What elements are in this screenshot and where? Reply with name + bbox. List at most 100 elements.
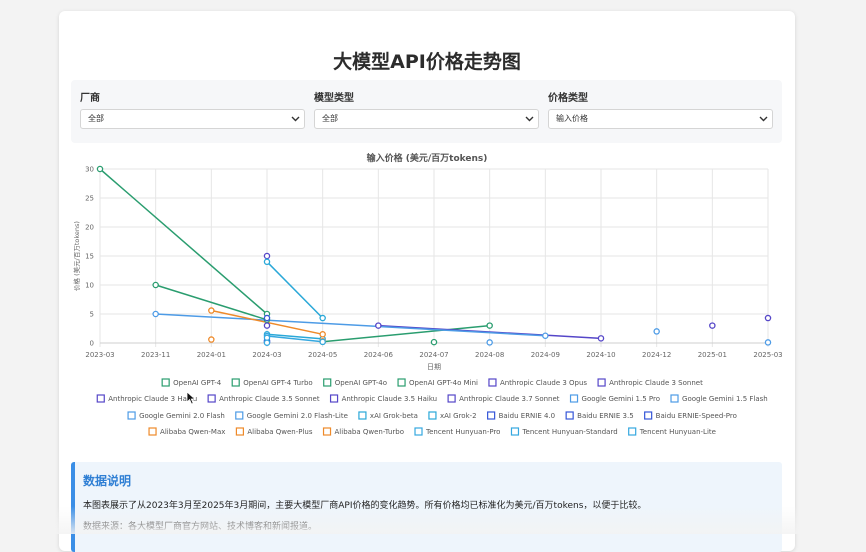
data-point[interactable] [263,314,271,322]
x-tick-label: 2025-03 [753,351,782,359]
data-point[interactable] [319,314,326,322]
legend-label[interactable]: Google Gemini 2.0 Flash [139,412,225,420]
legend-label[interactable]: Google Gemini 1.5 Pro [582,395,660,403]
legend-swatch[interactable] [148,427,157,436]
legend-label[interactable]: xAI Grok-2 [440,412,477,420]
legend-label[interactable]: OpenAI GPT-4o [335,379,387,387]
data-point[interactable] [764,314,772,322]
price-type-filter-label: 价格类型 [548,93,588,104]
data-point[interactable] [486,322,493,329]
y-axis-label: 价格 (美元/百万tokens) [72,221,81,291]
legend-label[interactable]: Baidu ERNIE 3.5 [577,412,634,420]
data-point[interactable] [653,328,660,335]
legend-label[interactable]: Anthropic Claude 3 Opus [500,379,587,387]
data-point[interactable] [263,322,271,329]
legend-swatch[interactable] [597,378,606,387]
legend-label[interactable]: Baidu ERNIE-Speed-Pro [656,412,737,420]
legend-label[interactable]: Anthropic Claude 3.5 Sonnet [219,395,320,403]
legend-swatch[interactable] [207,394,216,403]
legend-swatch[interactable] [96,394,105,403]
series-line [155,313,546,337]
x-tick-label: 2024-06 [364,351,394,359]
y-tick-label: 15 [85,253,94,261]
data-point[interactable] [319,338,326,346]
mouse-cursor-icon [186,391,196,405]
data-point[interactable] [430,338,438,346]
legend-swatch[interactable] [235,411,244,420]
data-point[interactable] [319,331,326,338]
y-tick-label: 20 [85,224,94,232]
filter-panel: 厂商 全部 模型类型 全部 价格类型 输入价格 [71,80,782,143]
legend-label[interactable]: Google Gemini 2.0 Flash-Lite [247,412,348,420]
legend-label[interactable]: Anthropic Claude 3.5 Haiku [342,395,438,403]
legend-label[interactable]: Baidu ERNIE 4.0 [499,412,556,420]
legend-swatch[interactable] [414,427,423,436]
legend-swatch[interactable] [447,394,456,403]
price-type-filter: 价格类型 输入价格 [548,89,773,129]
data-point[interactable] [152,281,159,289]
data-point[interactable] [542,332,549,339]
legend-swatch[interactable] [628,427,637,436]
legend-swatch[interactable] [161,378,170,387]
data-point[interactable] [764,339,772,346]
data-point[interactable] [709,322,716,329]
chevron-down-icon [759,116,768,122]
x-tick-label: 2024-09 [531,351,560,359]
legend-swatch[interactable] [569,394,579,403]
legend-label[interactable]: Anthropic Claude 3.7 Sonnet [459,395,560,403]
legend-label[interactable]: Tencent Hunyuan-Lite [639,428,716,436]
legend-swatch[interactable] [397,378,406,387]
series-line [99,168,268,315]
legend-swatch[interactable] [329,394,339,403]
data-point[interactable] [208,336,215,343]
info-paragraph-description: 本图表展示了从2023年3月至2025年3月期间，主要大模型厂商API价格的变化… [83,501,647,511]
legend-swatch[interactable] [235,427,244,436]
series-points [96,165,772,346]
legend-label[interactable]: OpenAI GPT-4 Turbo [243,379,313,387]
model-type-select[interactable]: 全部 [314,109,539,129]
data-point[interactable] [486,339,493,346]
x-tick-label: 2024-01 [197,351,226,359]
data-point[interactable] [208,307,215,314]
legend-label[interactable]: OpenAI GPT-4o Mini [409,379,478,387]
data-point[interactable] [96,165,104,173]
legend-swatch[interactable] [510,427,520,436]
legend-label[interactable]: OpenAI GPT-4 [173,379,222,387]
legend-swatch[interactable] [358,411,367,420]
legend-label[interactable]: Tencent Hunyuan-Pro [425,428,500,436]
data-point[interactable] [152,310,159,318]
legend-label[interactable]: xAI Grok-beta [370,412,418,420]
legend-swatch[interactable] [322,427,332,436]
legend-label[interactable]: Google Gemini 1.5 Flash [682,395,768,403]
x-tick-label: 2024-07 [419,351,448,359]
legend-label[interactable]: Alibaba Qwen-Turbo [335,428,404,436]
legend-swatch[interactable] [428,411,437,420]
legend-swatch[interactable] [231,378,240,387]
legend-swatch[interactable] [487,411,496,420]
legend-label[interactable]: Alibaba Qwen-Max [160,428,225,436]
y-tick-label: 25 [85,195,94,203]
vendor-select-value: 全部 [88,114,104,123]
legend-label[interactable]: Anthropic Claude 3 Haiku [108,395,197,403]
data-point[interactable] [263,252,271,260]
x-tick-label: 2023-03 [85,351,114,359]
data-point[interactable] [263,258,271,266]
legend-swatch[interactable] [323,378,332,387]
data-point[interactable] [375,322,382,329]
legend-swatch[interactable] [488,378,497,387]
legend-swatch[interactable] [127,411,136,420]
vendor-select[interactable]: 全部 [80,109,305,129]
data-point[interactable] [597,335,605,342]
x-tick-label: 2025-01 [698,351,727,359]
legend-swatch[interactable] [565,411,574,420]
x-tick-label: 2024-10 [586,351,615,359]
legend-swatch[interactable] [670,394,679,403]
legend-swatch[interactable] [644,411,653,420]
data-point[interactable] [263,339,271,346]
legend-label[interactable]: Tencent Hunyuan-Standard [521,428,617,436]
price-type-select[interactable]: 输入价格 [548,109,773,129]
legend-label[interactable]: Alibaba Qwen-Plus [247,428,312,436]
legend-label[interactable]: Anthropic Claude 3 Sonnet [609,379,703,387]
series-line [322,324,490,343]
x-tick-label: 2024-03 [252,351,281,359]
